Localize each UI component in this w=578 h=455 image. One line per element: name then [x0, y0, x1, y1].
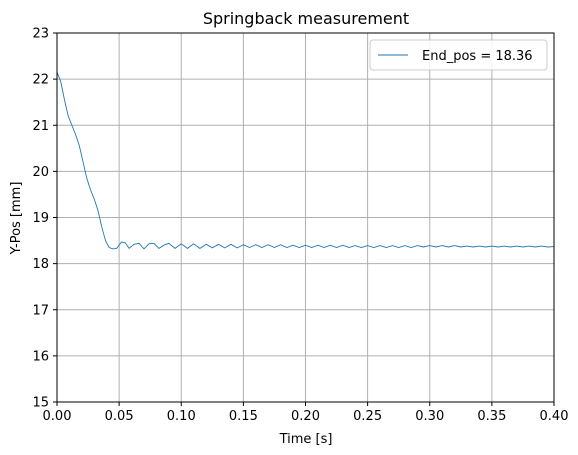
y-tick-label: 22	[32, 73, 49, 88]
x-tick-label: 0.35	[477, 409, 506, 424]
y-tick-label: 16	[32, 349, 49, 364]
legend: End_pos = 18.36	[369, 39, 548, 71]
x-axis-label: Time [s]	[279, 432, 333, 447]
grid	[56, 32, 555, 403]
y-tick-label: 21	[32, 119, 49, 134]
y-tick-label: 18	[32, 257, 49, 272]
y-axis-label: Y-Pos [mm]	[9, 182, 24, 256]
x-tick-label: 0.00	[43, 409, 72, 424]
y-tick-label: 17	[32, 303, 49, 318]
x-tick-label: 0.40	[540, 409, 569, 424]
y-tick-label: 15	[32, 396, 49, 411]
ticks: 0.00 0.05 0.10 0.15 0.20 0.25 0.30 0.35 0.40 15 16…	[32, 27, 568, 425]
x-tick-label: 0.10	[167, 409, 196, 424]
x-tick-label: 0.05	[105, 409, 134, 424]
x-tick-label: 0.15	[229, 409, 258, 424]
chart-title: Springback measurement	[203, 9, 409, 28]
legend-box	[369, 39, 548, 71]
x-tick-label: 0.20	[291, 409, 320, 424]
x-tick-label: 0.30	[415, 409, 444, 424]
y-tick-label: 23	[32, 27, 49, 42]
series-line-end-pos	[56, 72, 555, 250]
plot-frame	[56, 32, 555, 403]
y-tick-label: 20	[32, 165, 49, 180]
y-tick-label: 19	[32, 211, 49, 226]
x-tick-label: 0.25	[353, 409, 382, 424]
legend-label: End_pos = 18.36	[422, 49, 533, 64]
